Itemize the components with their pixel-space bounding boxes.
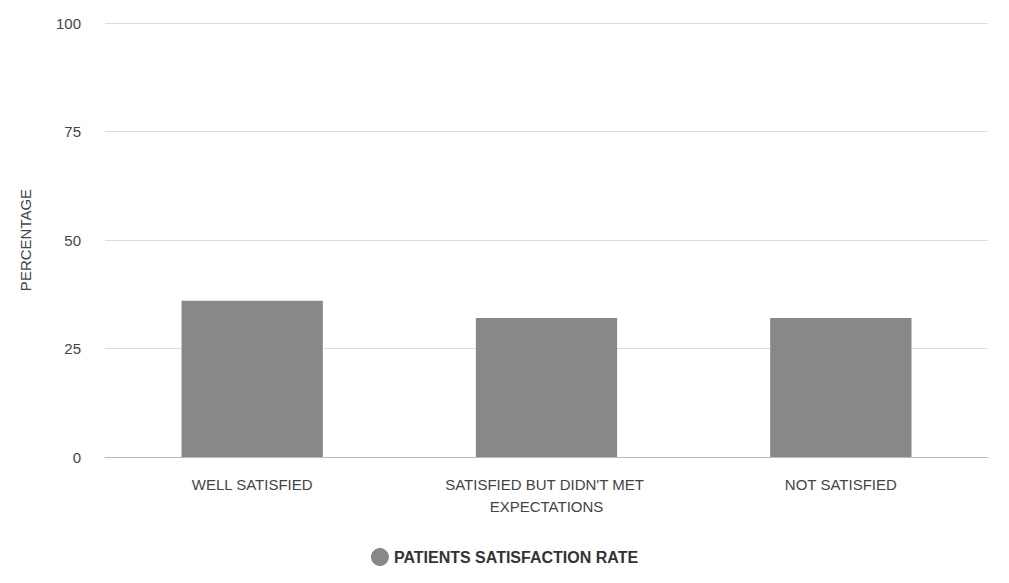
svg-text:50: 50 [64, 232, 81, 249]
svg-text:0: 0 [73, 449, 81, 466]
svg-text:NOT SATISFIED: NOT SATISFIED [785, 476, 897, 493]
svg-text:PATIENTS SATISFACTION RATE: PATIENTS SATISFACTION RATE [394, 549, 638, 566]
svg-text:EXPECTATIONS: EXPECTATIONS [490, 498, 604, 515]
svg-text:PERCENTAGE: PERCENTAGE [17, 189, 34, 291]
svg-text:SATISFIED BUT DIDN'T MET: SATISFIED BUT DIDN'T MET [445, 476, 648, 493]
svg-text:25: 25 [64, 340, 81, 357]
svg-text:100: 100 [56, 15, 81, 32]
svg-text:WELL SATISFIED: WELL SATISFIED [192, 476, 313, 493]
svg-text:75: 75 [64, 123, 81, 140]
